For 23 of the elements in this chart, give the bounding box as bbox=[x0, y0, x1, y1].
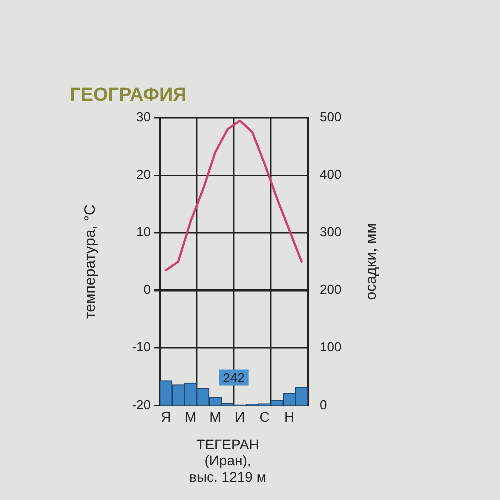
y2-tick-label: 500 bbox=[320, 110, 342, 125]
x-tick-label: С bbox=[260, 408, 270, 425]
y2-tick-label: 200 bbox=[320, 282, 342, 298]
x-tick-label: М bbox=[210, 408, 222, 425]
y-tick-label: -10 bbox=[132, 340, 151, 355]
x-tick-label: Я bbox=[161, 408, 172, 425]
y2-tick-label: 100 bbox=[320, 340, 342, 355]
y-tick-label: -20 bbox=[132, 397, 151, 412]
annotation: 242 bbox=[223, 370, 245, 386]
x-tick-label: И bbox=[235, 408, 246, 425]
y2-tick-label: 400 bbox=[320, 167, 342, 182]
y-tick-label: 30 bbox=[136, 110, 151, 125]
y-axis-title: температура, °С bbox=[82, 204, 100, 320]
text: ГЕОГРАФИЯ bbox=[70, 85, 187, 106]
y-tick-label: 0 bbox=[144, 282, 151, 298]
y2-tick-label: 0 bbox=[320, 397, 328, 412]
y2-tick-label: 300 bbox=[320, 224, 342, 240]
y-tick-label: 20 bbox=[136, 167, 151, 182]
y-tick-label: 10 bbox=[136, 224, 151, 240]
text: ТЕГЕРАН (Иран), выс. 1219 м bbox=[190, 436, 266, 485]
y2-axis-title: осадки, мм bbox=[363, 223, 380, 300]
x-tick-label: Н bbox=[284, 408, 295, 425]
x-tick-label: М bbox=[184, 408, 197, 425]
